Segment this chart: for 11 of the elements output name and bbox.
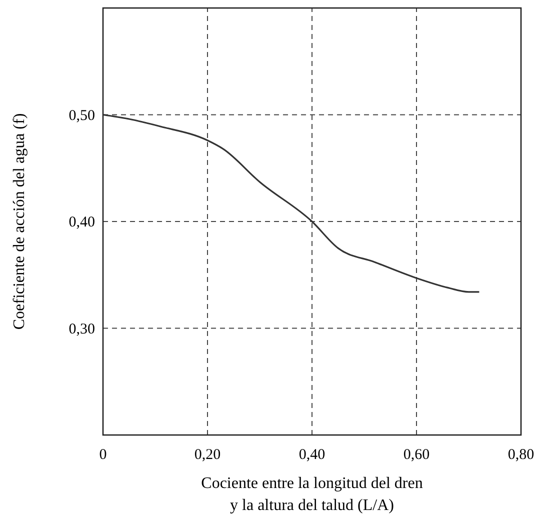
y-tick-label: 0,30 bbox=[68, 321, 95, 338]
x-tick-label: 0 bbox=[99, 447, 107, 463]
y-tick-label: 0,40 bbox=[68, 214, 95, 230]
y-tick-label: 0,50 bbox=[68, 108, 95, 124]
line-series bbox=[102, 114, 480, 293]
x-tick-label: 0,40 bbox=[298, 447, 326, 463]
y-axis-title: Coeficiente de acción del agua (f) bbox=[11, 113, 28, 330]
x-axis-title: Cociente entre la longitud del dren y la altura del talud (L/A) bbox=[201, 475, 423, 514]
x-tick-label: 0,80 bbox=[508, 447, 534, 463]
x-tick-label: 0,20 bbox=[194, 447, 221, 463]
x-tick-label: 0,60 bbox=[403, 447, 430, 463]
